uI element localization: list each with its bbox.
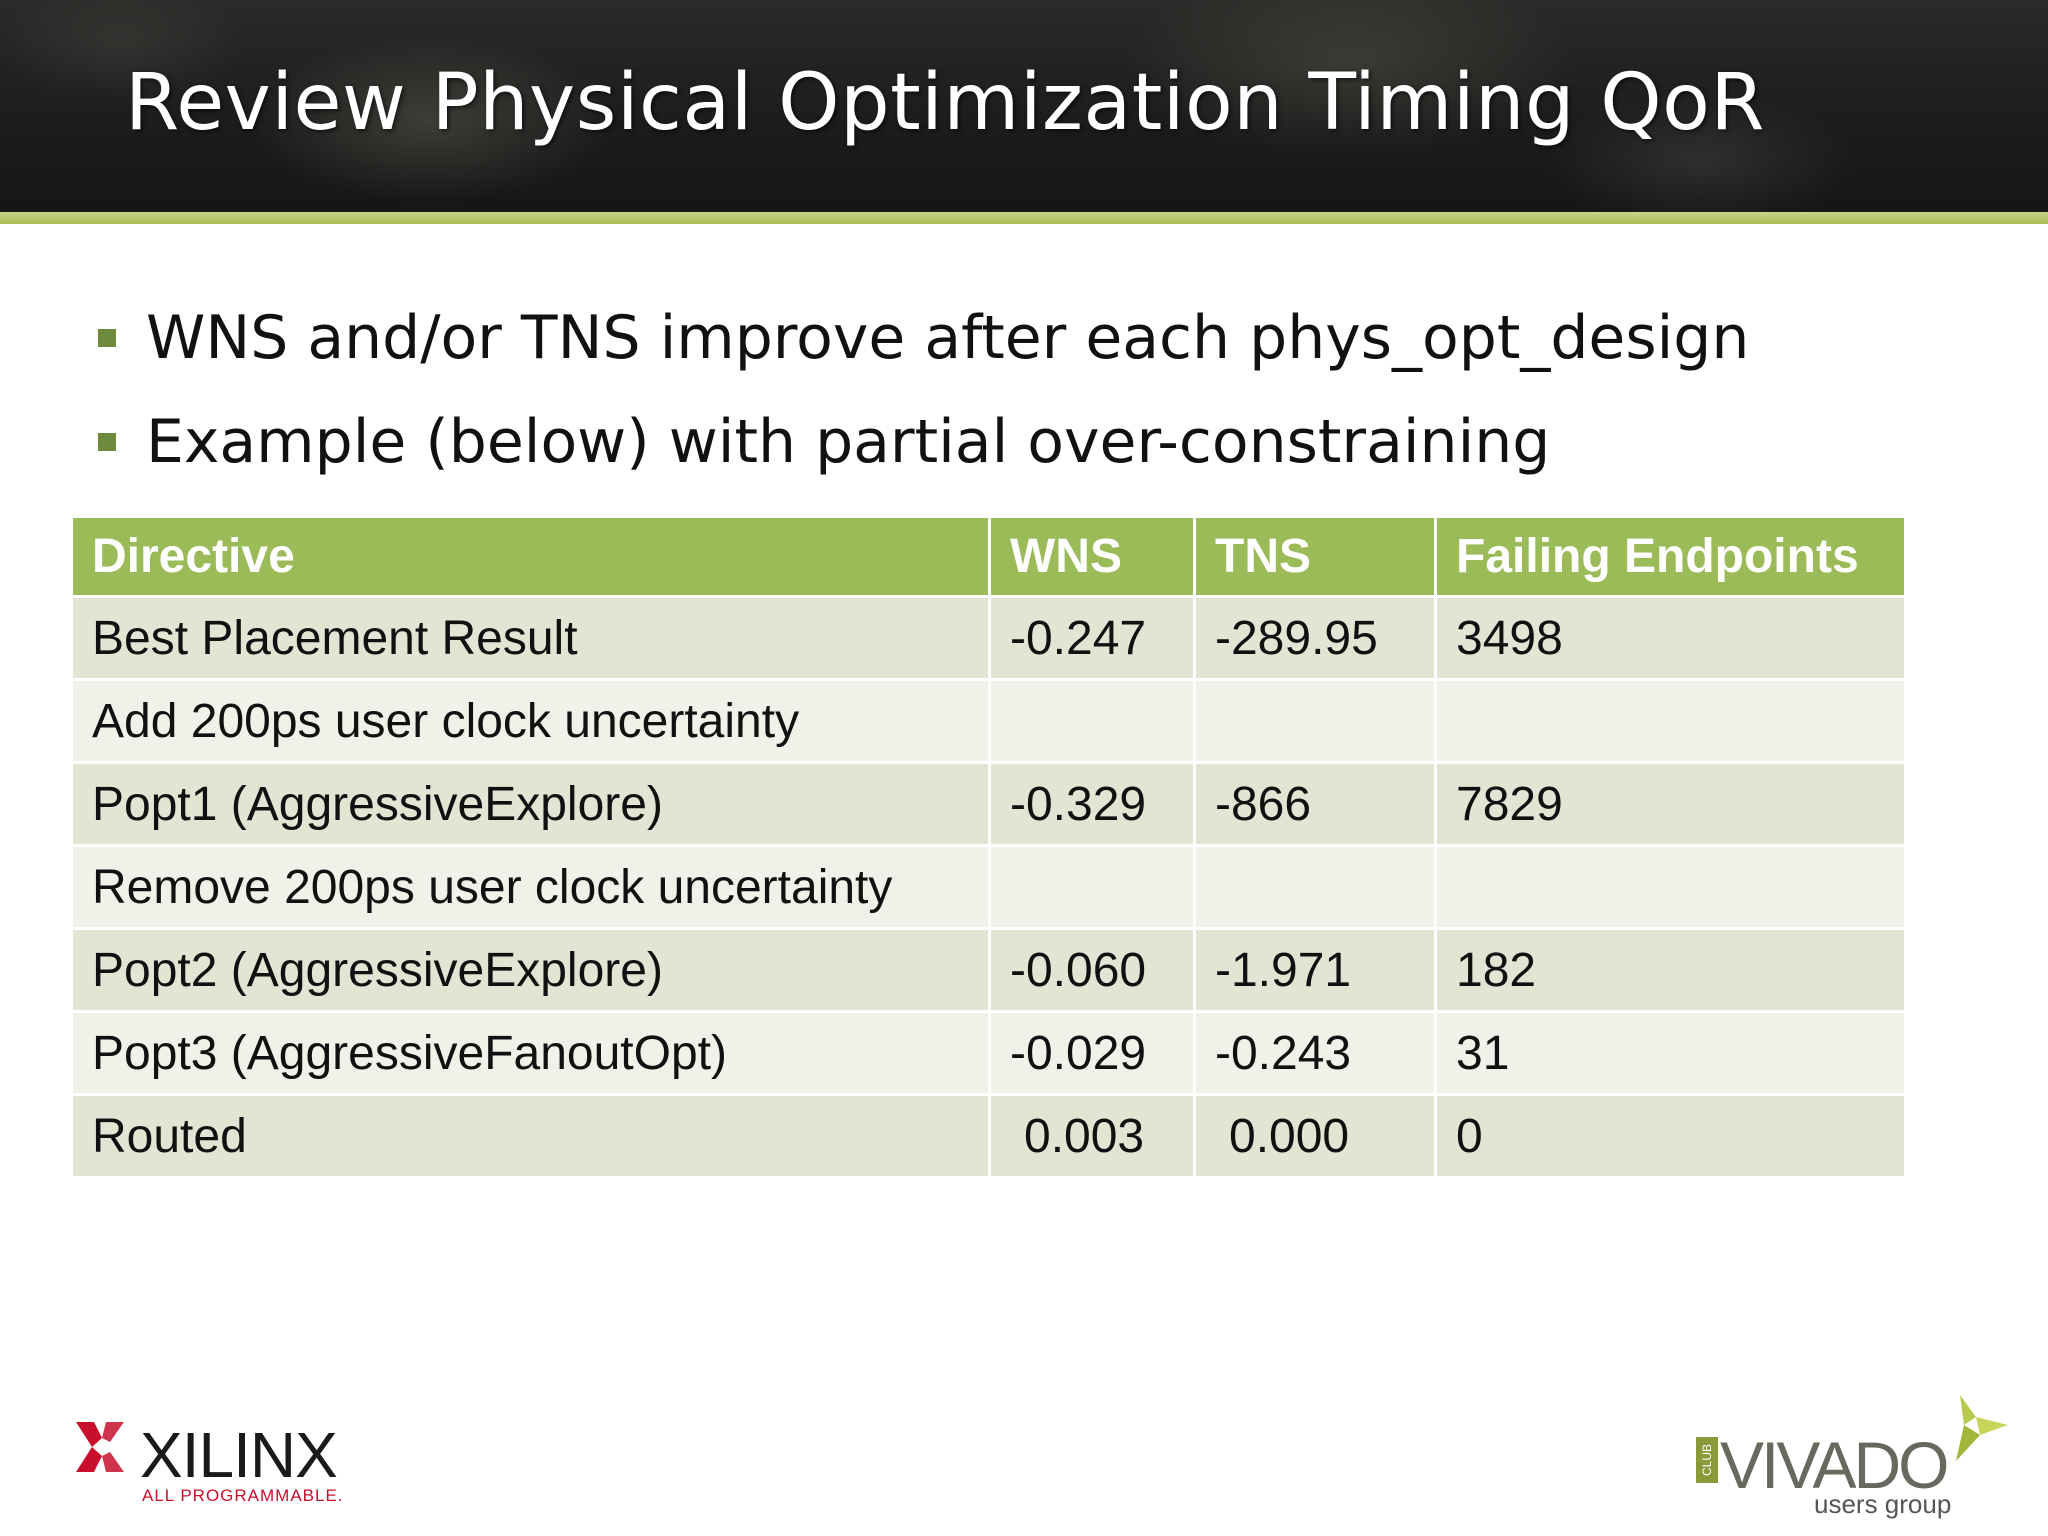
accent-bar bbox=[0, 212, 2048, 224]
slide-title: Review Physical Optimization Timing QoR bbox=[125, 58, 1766, 148]
cell-directive: Best Placement Result bbox=[70, 595, 991, 681]
table-row: Best Placement Result -0.247 -289.95 349… bbox=[70, 595, 1907, 681]
cell-tns: -1.971 bbox=[1193, 927, 1437, 1013]
cell-failing-endpoints bbox=[1434, 678, 1907, 764]
cell-directive: Routed bbox=[70, 1093, 991, 1179]
cell-directive: Popt1 (AggressiveExplore) bbox=[70, 761, 991, 847]
xilinx-tagline: ALL PROGRAMMABLE. bbox=[142, 1486, 344, 1505]
bullet-marker-icon bbox=[98, 329, 116, 347]
vivado-wordmark: VIVADO bbox=[1720, 1428, 1950, 1502]
table-row: Popt2 (AggressiveExplore) -0.060 -1.971 … bbox=[70, 927, 1907, 1013]
vivado-club-label: CLUB bbox=[1696, 1437, 1718, 1483]
header-tns: TNS bbox=[1193, 515, 1437, 598]
xilinx-logo: XILINX ALL PROGRAMMABLE. bbox=[72, 1418, 343, 1505]
bullet-list: WNS and/or TNS improve after each phys_o… bbox=[98, 286, 1749, 494]
xilinx-wordmark: XILINX bbox=[140, 1419, 338, 1491]
table-row: Routed 0.003 0.000 0 bbox=[70, 1093, 1907, 1179]
bullet-item: Example (below) with partial over-constr… bbox=[98, 390, 1749, 494]
cell-failing-endpoints: 31 bbox=[1434, 1010, 1907, 1096]
table-row: Add 200ps user clock uncertainty bbox=[70, 678, 1907, 764]
cell-directive: Popt3 (AggressiveFanoutOpt) bbox=[70, 1010, 991, 1096]
cell-directive: Add 200ps user clock uncertainty bbox=[70, 678, 991, 764]
xilinx-mark-icon bbox=[76, 1422, 124, 1472]
cell-wns: -0.329 bbox=[988, 761, 1196, 847]
cell-tns: -0.243 bbox=[1193, 1010, 1437, 1096]
cell-tns bbox=[1193, 844, 1437, 930]
title-banner bbox=[0, 0, 2048, 212]
cell-tns bbox=[1193, 678, 1437, 764]
cell-tns: 0.000 bbox=[1193, 1093, 1437, 1179]
table-header-row: Directive WNS TNS Failing Endpoints bbox=[70, 515, 1907, 598]
vivado-logo: CLUB VIVADO users group bbox=[1696, 1395, 2016, 1519]
cell-wns: -0.247 bbox=[988, 595, 1196, 681]
cell-wns bbox=[988, 844, 1196, 930]
cell-failing-endpoints: 3498 bbox=[1434, 595, 1907, 681]
header-failing-endpoints: Failing Endpoints bbox=[1434, 515, 1907, 598]
table-row: Popt3 (AggressiveFanoutOpt) -0.029 -0.24… bbox=[70, 1010, 1907, 1096]
header-directive: Directive bbox=[70, 515, 991, 598]
cell-wns: -0.029 bbox=[988, 1010, 1196, 1096]
cell-failing-endpoints bbox=[1434, 844, 1907, 930]
cell-tns: -289.95 bbox=[1193, 595, 1437, 681]
table-row: Remove 200ps user clock uncertainty bbox=[70, 844, 1907, 930]
cell-tns: -866 bbox=[1193, 761, 1437, 847]
qor-table: Directive WNS TNS Failing Endpoints Best… bbox=[70, 515, 1907, 1179]
cell-failing-endpoints: 182 bbox=[1434, 927, 1907, 1013]
bullet-text: Example (below) with partial over-constr… bbox=[146, 407, 1551, 477]
table-row: Popt1 (AggressiveExplore) -0.329 -866 78… bbox=[70, 761, 1907, 847]
cell-wns: 0.003 bbox=[988, 1093, 1196, 1179]
vivado-subtitle: users group bbox=[1814, 1489, 1952, 1519]
cell-failing-endpoints: 7829 bbox=[1434, 761, 1907, 847]
cell-directive: Popt2 (AggressiveExplore) bbox=[70, 927, 991, 1013]
cell-wns bbox=[988, 678, 1196, 764]
vivado-leaf-icon bbox=[1956, 1395, 2008, 1461]
bullet-text: WNS and/or TNS improve after each phys_o… bbox=[146, 303, 1750, 373]
bullet-marker-icon bbox=[98, 433, 116, 451]
bullet-item: WNS and/or TNS improve after each phys_o… bbox=[98, 286, 1749, 390]
header-wns: WNS bbox=[988, 515, 1196, 598]
cell-failing-endpoints: 0 bbox=[1434, 1093, 1907, 1179]
cell-directive: Remove 200ps user clock uncertainty bbox=[70, 844, 991, 930]
cell-wns: -0.060 bbox=[988, 927, 1196, 1013]
